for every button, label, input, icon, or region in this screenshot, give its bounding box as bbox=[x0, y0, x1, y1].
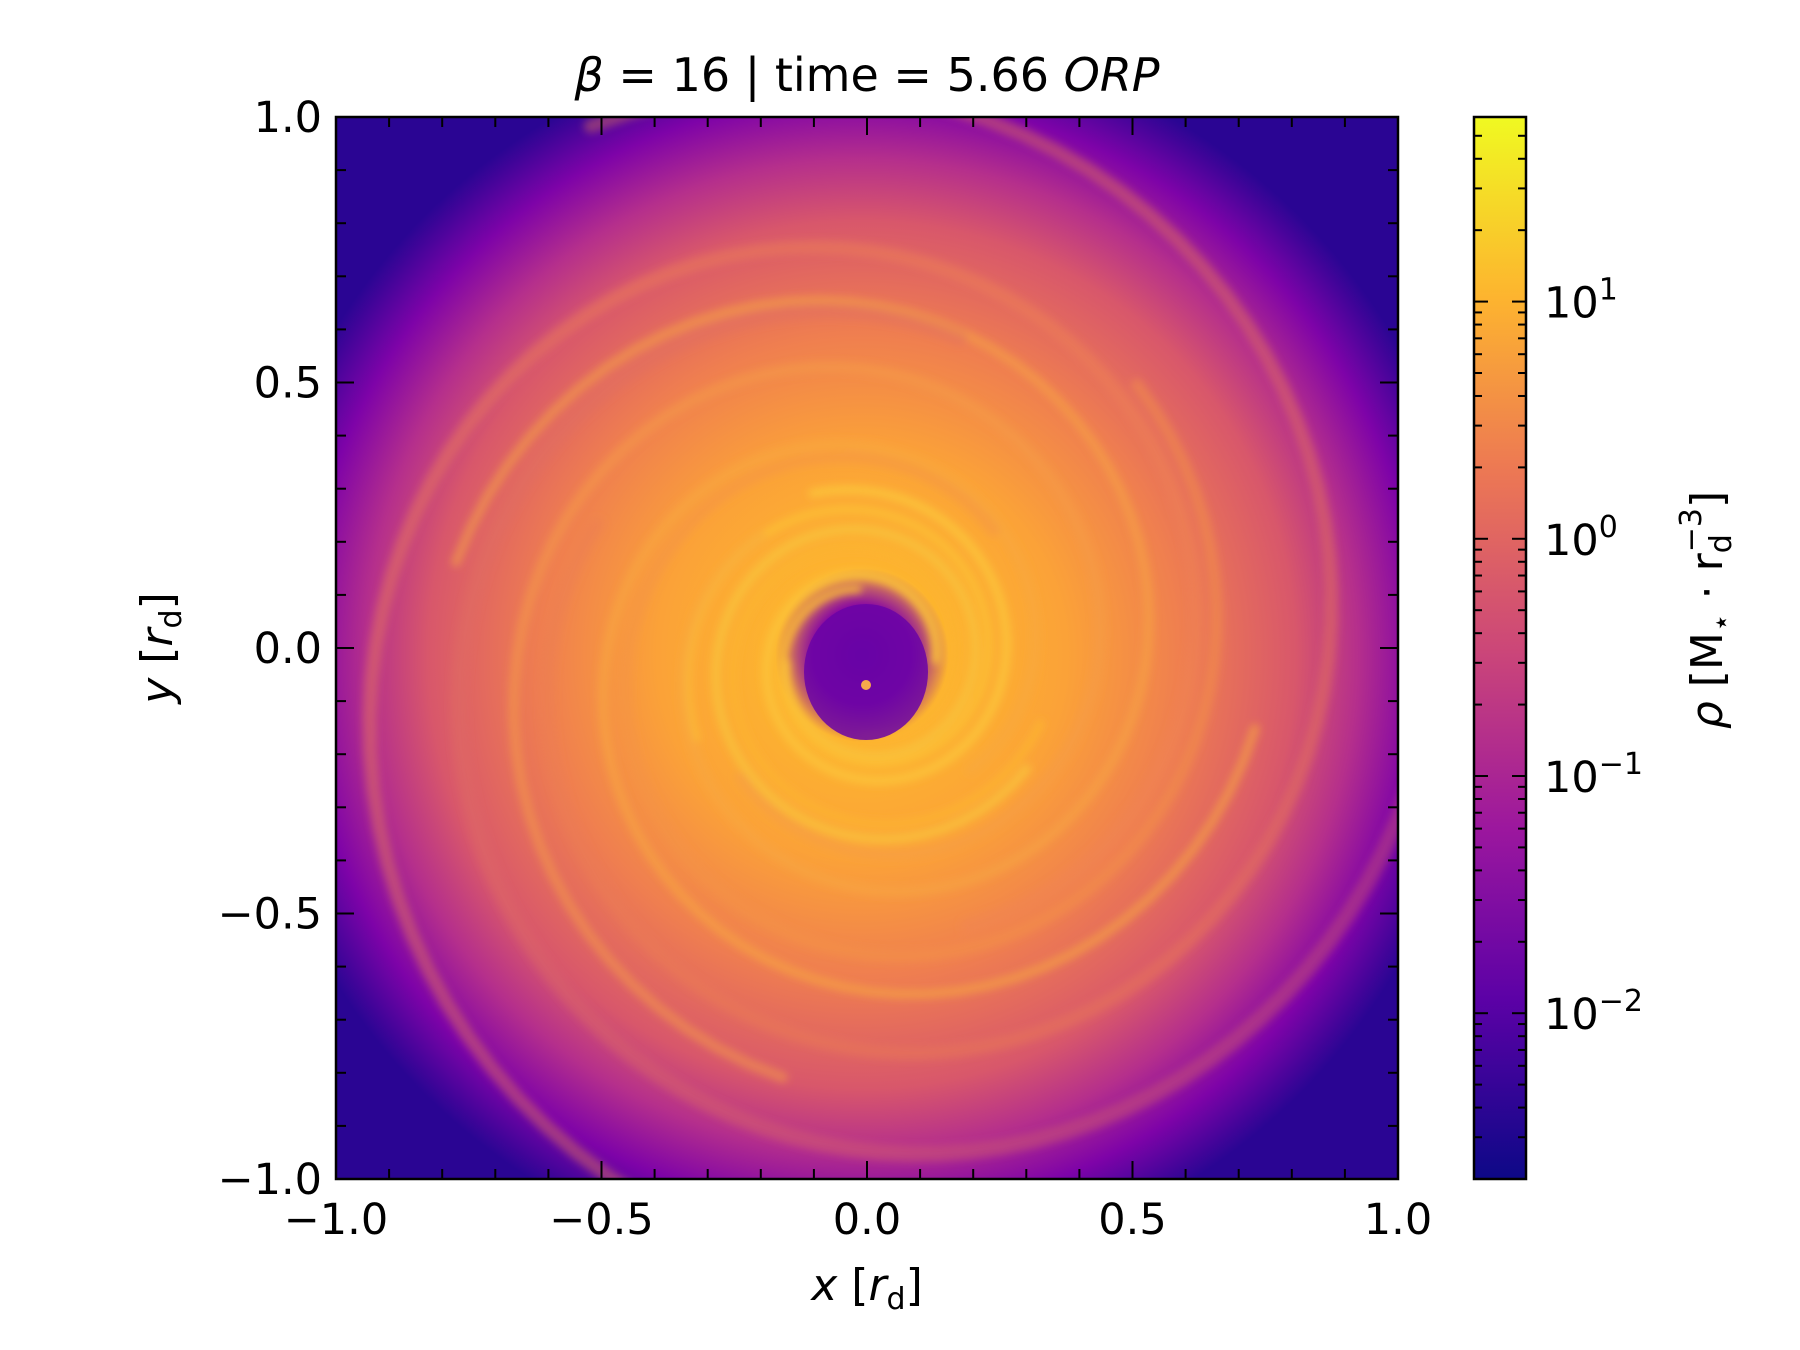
xlabel-close: ] bbox=[906, 1260, 923, 1311]
ylabel-unit: r bbox=[132, 626, 183, 647]
cbar-label-open: [M bbox=[1682, 632, 1733, 701]
colorbar-tick-base: 10 bbox=[1544, 516, 1599, 566]
xlabel-var: x bbox=[809, 1260, 838, 1311]
plot-area: −1.0 −0.5 0.0 0.5 1.0 −1.0 −0.5 0.0 0.5 1.0 bbox=[218, 93, 1433, 1245]
colorbar-tick-label: 100 bbox=[1544, 510, 1618, 566]
y-axis-label: y [rd] bbox=[132, 592, 189, 706]
spiral-arms bbox=[362, 117, 1398, 1179]
colorbar-tick-label: 101 bbox=[1544, 273, 1618, 329]
y-tick-label: 0.0 bbox=[254, 624, 322, 674]
colorbar-label: ρ [M⋆ · rd−3] bbox=[1674, 491, 1739, 729]
colorbar-tick-label: 10−1 bbox=[1544, 747, 1643, 803]
xlabel-unit: r bbox=[868, 1260, 889, 1311]
colorbar-tick-exponent: −1 bbox=[1599, 747, 1643, 782]
spiral-filament bbox=[597, 439, 1260, 1000]
cbar-label-sub: d bbox=[1704, 534, 1739, 553]
spiral-filament bbox=[683, 505, 993, 768]
cbar-label-close: ] bbox=[1682, 491, 1733, 508]
colorbar-tick-exponent: −2 bbox=[1599, 984, 1643, 1019]
colorbar-tick-base: 10 bbox=[1544, 753, 1599, 803]
title-symbol: β bbox=[573, 48, 603, 102]
colorbar-frame bbox=[1472, 115, 1528, 1181]
y-tick-label: −1.0 bbox=[218, 1155, 322, 1205]
colorbar-tick-base: 10 bbox=[1544, 279, 1599, 329]
spiral-filament bbox=[450, 302, 1398, 1162]
title-text: = 16 | time = 5.66 bbox=[604, 48, 1064, 103]
x-tick-label: −0.5 bbox=[549, 1195, 653, 1245]
y-axis-ticks: −1.0 −0.5 0.0 0.5 1.0 bbox=[218, 93, 1398, 1205]
xlabel-unit-sub: d bbox=[887, 1282, 906, 1317]
central-cavity bbox=[804, 604, 928, 740]
y-tick-label: 0.5 bbox=[254, 359, 322, 409]
x-axis-ticks: −1.0 −0.5 0.0 0.5 1.0 bbox=[284, 117, 1432, 1245]
central-star bbox=[861, 680, 871, 690]
cbar-label-dot: · r bbox=[1682, 552, 1733, 613]
colorbar-tick-base: 10 bbox=[1544, 990, 1599, 1040]
spiral-filament bbox=[362, 240, 1204, 1179]
cbar-label-var: ρ bbox=[1682, 701, 1733, 729]
plot-frame bbox=[334, 115, 1400, 1181]
cbar-label-star: ⋆ bbox=[1704, 613, 1739, 632]
xlabel-open: [ bbox=[837, 1260, 868, 1311]
spiral-filament bbox=[728, 543, 1045, 829]
colorbar-tick-exponent: 1 bbox=[1599, 273, 1618, 308]
x-tick-label: −1.0 bbox=[284, 1195, 388, 1245]
colorbar-tick-exponent: 0 bbox=[1599, 510, 1618, 545]
y-tick-label: 1.0 bbox=[254, 93, 322, 143]
x-axis-label: x [rd] bbox=[809, 1260, 923, 1317]
x-tick-label: 0.0 bbox=[833, 1195, 901, 1245]
spiral-filament bbox=[761, 485, 1012, 786]
ylabel-unit-sub: d bbox=[154, 609, 189, 628]
spiral-filament bbox=[619, 378, 1223, 963]
spiral-filament bbox=[539, 117, 1339, 1061]
ylabel-open: [ bbox=[132, 647, 183, 678]
colorbar-tick-label: 10−2 bbox=[1544, 984, 1643, 1040]
ylabel-var: y bbox=[132, 677, 183, 706]
x-tick-label: 1.0 bbox=[1364, 1195, 1432, 1245]
spiral-filament bbox=[508, 361, 1106, 1083]
colorbar-gradient-bar bbox=[1474, 117, 1526, 1179]
spiral-filament bbox=[711, 524, 1032, 844]
x-tick-label: 0.5 bbox=[1098, 1195, 1166, 1245]
spiral-filament bbox=[451, 295, 1154, 897]
cbar-label-sup: −3 bbox=[1674, 508, 1709, 552]
title-units: ORP bbox=[1064, 48, 1160, 102]
ylabel-close: ] bbox=[132, 592, 183, 609]
chart-title: β = 16 | time = 5.66 ORP bbox=[573, 48, 1159, 103]
y-tick-label: −0.5 bbox=[218, 890, 322, 940]
